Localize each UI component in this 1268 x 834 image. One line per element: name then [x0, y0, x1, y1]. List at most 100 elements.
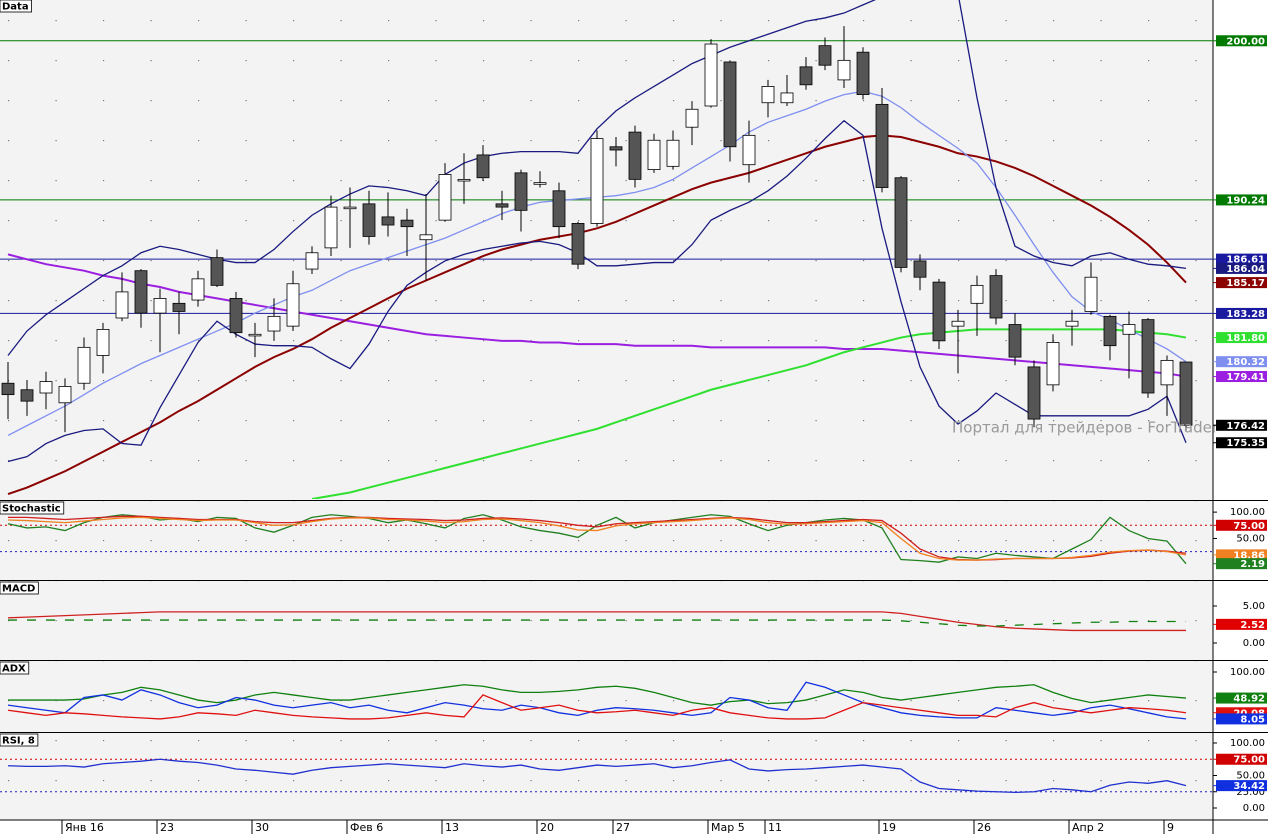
y-tick-label: 50.00 [1236, 770, 1265, 781]
panel [0, 514, 1213, 565]
candle-body [229, 298, 243, 334]
value-marker [1216, 549, 1267, 561]
candle-body [400, 219, 414, 228]
candle-body [20, 389, 34, 402]
series-line [7, 119, 1187, 463]
value-marker [1216, 558, 1267, 570]
x-tick-label: Фев 6 [350, 821, 383, 834]
candle-body [362, 203, 376, 237]
value-marker [1216, 277, 1267, 289]
dot-grid [0, 0, 1213, 820]
panel-title-box [0, 0, 32, 13]
candle-body [628, 131, 642, 180]
panel-title-box [0, 501, 65, 515]
candle-body [1046, 342, 1060, 386]
value-marker [1216, 419, 1267, 431]
candle-body [267, 315, 281, 332]
panel-title: Stochastic [2, 504, 61, 515]
series-line [8, 619, 1186, 627]
candle-body [989, 275, 1003, 319]
panel [7, 681, 1187, 720]
x-tick-label: 23 [160, 821, 174, 834]
value-marker [1216, 519, 1267, 531]
candle-body [666, 139, 680, 167]
candle-body [552, 190, 566, 228]
candle-body [324, 206, 338, 249]
value-marker [1216, 35, 1267, 47]
panel [0, 758, 1213, 794]
value-marker-label: 34.42 [1233, 781, 1265, 792]
x-tick-label: 20 [540, 821, 554, 834]
value-marker-label: 175.35 [1226, 438, 1265, 449]
y-tick-label: 100.00 [1230, 507, 1265, 518]
value-marker [1216, 262, 1267, 274]
series-line [7, 516, 1187, 561]
candle-body [286, 283, 300, 327]
y-tick-label: 0.00 [1243, 638, 1265, 649]
y-tick-label: 100.00 [1230, 738, 1265, 749]
value-marker [1216, 753, 1267, 765]
y-tick-label: 50.00 [1236, 533, 1265, 544]
candle-body [780, 92, 794, 104]
panel [0, 0, 1213, 499]
candle-body [913, 260, 927, 278]
x-tick-label: 11 [768, 821, 782, 834]
candle-body [704, 43, 718, 107]
value-marker-label: 18.86 [1233, 550, 1265, 561]
x-tick-label: 19 [882, 821, 896, 834]
candle-body [1179, 361, 1193, 426]
panel-title-box [0, 733, 39, 747]
value-marker [1216, 618, 1267, 630]
candle-body [210, 257, 224, 286]
value-marker-label: 8.05 [1240, 714, 1265, 725]
y-tick-label: 0.00 [1243, 803, 1265, 814]
candle-body [894, 177, 908, 268]
value-marker [1216, 371, 1267, 383]
value-marker-label: 183.28 [1226, 309, 1265, 320]
x-tick-label: 30 [255, 821, 269, 834]
value-marker-label: 75.00 [1233, 521, 1265, 532]
candle-body [58, 386, 72, 404]
series-line [7, 0, 1187, 356]
value-marker-label: 2.19 [1240, 559, 1265, 570]
candle-body [77, 346, 91, 384]
panel-title: RSI, 8 [2, 736, 35, 747]
value-marker-label: 186.04 [1226, 264, 1265, 275]
series-line [311, 328, 1187, 499]
candle-body [590, 138, 604, 224]
value-marker-label: 75.00 [1233, 755, 1265, 766]
value-marker-label: 2.52 [1240, 620, 1265, 631]
panel [7, 611, 1186, 632]
candle-body [818, 45, 832, 66]
panel-title-box [0, 661, 30, 675]
x-tick-label: 26 [977, 821, 991, 834]
candle-body [932, 281, 946, 342]
candle-body [647, 139, 661, 170]
candle-body [1008, 324, 1022, 358]
candle-body [1141, 319, 1155, 394]
x-tick-label: 9 [1167, 821, 1174, 834]
candle-body [39, 381, 53, 394]
series-line [7, 758, 1187, 794]
candle-body [1, 382, 15, 396]
value-marker-label: 48.92 [1233, 694, 1265, 705]
value-marker [1216, 692, 1267, 704]
x-tick-label: Мар 5 [711, 821, 745, 834]
value-marker-label: 200.00 [1226, 36, 1265, 47]
value-marker-label: 179.41 [1226, 372, 1265, 383]
value-marker-label: 181.80 [1226, 333, 1265, 344]
panel-title: ADX [2, 664, 26, 675]
candle-body [172, 302, 186, 312]
candle-body [248, 333, 262, 337]
candle-body [1160, 359, 1174, 386]
value-marker [1216, 707, 1267, 719]
candle-body [1084, 276, 1098, 312]
candle-body [419, 234, 433, 241]
x-tick-label: 13 [445, 821, 459, 834]
value-marker [1216, 356, 1267, 368]
panel-title-box [0, 581, 39, 595]
panel-title: MACD [2, 584, 35, 595]
watermark: Портал для трейдеров - ForTrader [952, 419, 1219, 437]
x-tick-label: Янв 16 [65, 821, 104, 834]
candle-body [495, 203, 509, 208]
